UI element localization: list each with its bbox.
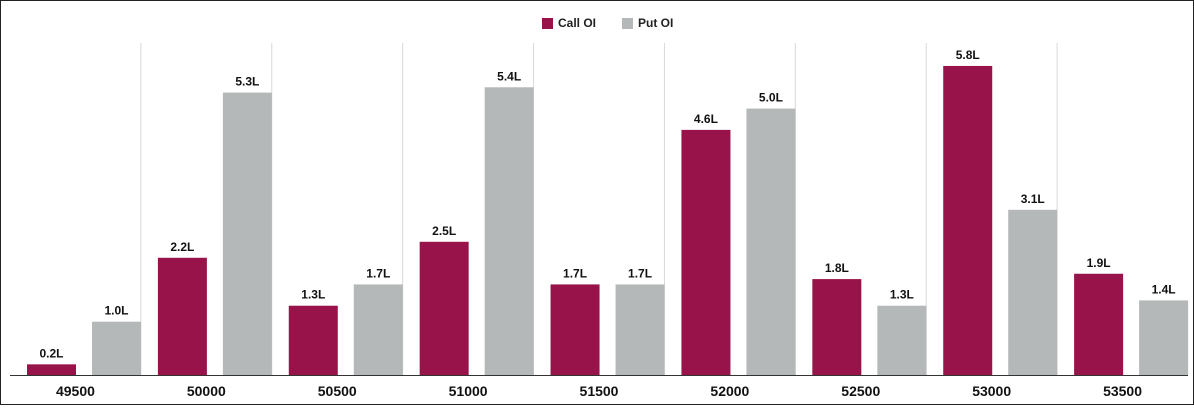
bar-put-oi-50000	[222, 92, 272, 375]
legend-swatch-0	[542, 18, 553, 29]
bar-call-oi-52500	[812, 279, 862, 375]
bar-put-oi-51000	[484, 87, 534, 376]
value-label-call-51500: 1.7L	[563, 266, 587, 280]
bar-call-oi-53500	[1074, 273, 1124, 375]
bar-put-oi-52000	[746, 108, 796, 375]
bar-put-oi-52500	[877, 305, 927, 375]
bar-call-oi-49500	[27, 364, 76, 375]
value-label-put-53000: 3.1L	[1021, 192, 1045, 206]
x-tick-label-51500: 51500	[580, 383, 619, 399]
bar-call-oi-50500	[288, 305, 338, 375]
bar-call-oi-52000	[681, 129, 731, 375]
bar-call-oi-50000	[157, 257, 207, 375]
x-tick-label-53500: 53500	[1103, 383, 1142, 399]
x-tick-label-50000: 50000	[187, 383, 226, 399]
value-label-call-50000: 2.2L	[170, 240, 194, 254]
value-label-call-52500: 1.8L	[825, 261, 849, 275]
value-label-call-49500: 0.2L	[39, 346, 63, 360]
legend-swatch-1	[622, 18, 633, 29]
bar-put-oi-49500	[92, 321, 141, 375]
value-label-put-52500: 1.3L	[890, 288, 914, 302]
legend-label-0: Call OI	[558, 16, 596, 30]
bar-call-oi-53000	[943, 65, 993, 375]
value-label-call-52000: 4.6L	[694, 112, 718, 126]
bar-put-oi-53000	[1008, 209, 1058, 375]
value-label-call-53500: 1.9L	[1087, 256, 1111, 270]
legend-label-1: Put OI	[638, 16, 673, 30]
x-tick-label-52500: 52500	[841, 383, 880, 399]
value-label-put-50000: 5.3L	[235, 75, 259, 89]
value-label-put-50500: 1.7L	[366, 266, 390, 280]
value-labels: 0.2L 1.0L 2.2L 5.3L 1.3L 1.7L 2.5L 5.4L 1.7L 1.7L…	[39, 48, 1175, 360]
x-tick-label-50500: 50500	[318, 383, 357, 399]
value-label-put-52000: 5.0L	[759, 91, 783, 105]
value-label-call-53000: 5.8L	[956, 48, 980, 62]
bar-put-oi-51500	[615, 284, 665, 375]
value-label-put-53500: 1.4L	[1152, 282, 1176, 296]
bar-call-oi-51000	[419, 241, 469, 375]
bar-call-oi-51500	[550, 284, 600, 375]
value-label-call-51000: 2.5L	[432, 224, 456, 238]
x-tick-label-52000: 52000	[710, 383, 749, 399]
value-label-put-51500: 1.7L	[628, 266, 652, 280]
bar-put-oi-53500	[1139, 300, 1189, 375]
value-label-put-49500: 1.0L	[104, 304, 128, 318]
x-tick-label-49500: 49500	[56, 383, 95, 399]
bar-put-oi-50500	[353, 284, 403, 375]
value-label-put-51000: 5.4L	[497, 69, 521, 83]
x-axis-tick-labels: 49500 50000 50500 51000 51500 52000 52500 53000…	[56, 383, 1142, 399]
x-tick-label-53000: 53000	[972, 383, 1011, 399]
legend: Call OI Put OI	[542, 16, 673, 30]
value-label-call-50500: 1.3L	[301, 288, 325, 302]
x-tick-label-51000: 51000	[449, 383, 488, 399]
bars	[27, 65, 1189, 376]
